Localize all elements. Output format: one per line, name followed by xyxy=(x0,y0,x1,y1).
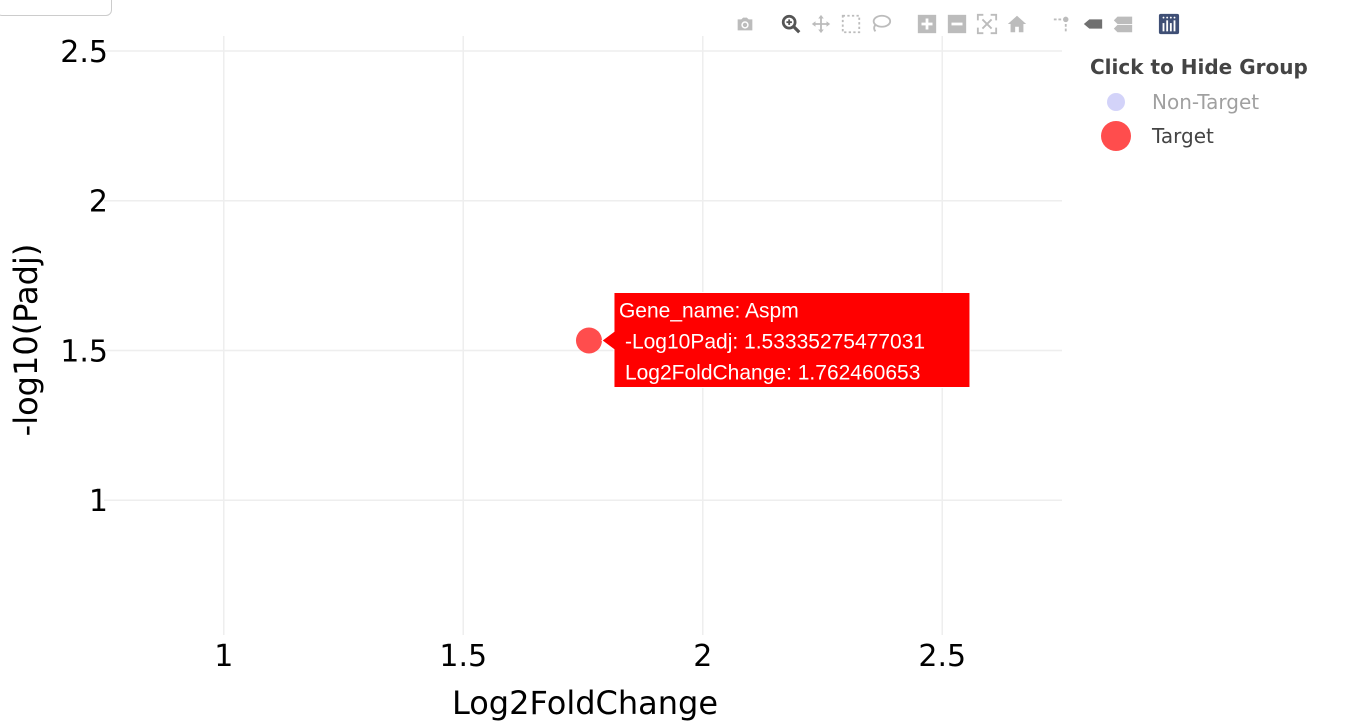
data-point[interactable] xyxy=(575,327,602,354)
x-tick-label: 2.5 xyxy=(918,639,966,674)
legend-title: Click to Hide Group xyxy=(1090,55,1308,79)
lasso-icon[interactable] xyxy=(866,9,896,39)
x-tick-label: 1 xyxy=(214,639,233,674)
box-select-icon[interactable] xyxy=(836,9,866,39)
hover-line: Log2FoldChange: 1.762460653 xyxy=(625,361,920,384)
zoom-out-icon[interactable] xyxy=(942,9,972,39)
reset-axes-icon[interactable] xyxy=(1002,9,1032,39)
x-tick-labels: 1 1.5 2 2.5 xyxy=(214,639,966,674)
x-axis-label: Log2FoldChange xyxy=(452,684,718,722)
legend-marker-target xyxy=(1096,120,1136,152)
y-tick-label: 1 xyxy=(89,484,108,519)
legend-label-non-target: Non-Target xyxy=(1152,90,1260,114)
y-tick-labels: 1 1.5 2 2.5 xyxy=(60,35,108,519)
pan-icon[interactable] xyxy=(806,9,836,39)
hover-closest-icon[interactable] xyxy=(1078,9,1108,39)
legend-item-target[interactable]: Target xyxy=(1090,119,1308,153)
x-tick-label: 2 xyxy=(693,639,712,674)
y-tick-label: 2.5 xyxy=(60,35,108,70)
plotly-logo-icon[interactable] xyxy=(1154,9,1184,39)
y-gridlines xyxy=(104,50,1062,501)
hover-tooltip: Gene_name: Aspm -Log10Padj: 1.53335275477… xyxy=(601,291,971,388)
legend: Click to Hide Group Non-Target Target xyxy=(1090,55,1308,153)
hover-line: Gene_name: Aspm xyxy=(619,299,799,322)
hover-box xyxy=(601,291,971,388)
legend-item-non-target[interactable]: Non-Target xyxy=(1090,85,1308,119)
hover-line: -Log10Padj: 1.53335275477031 xyxy=(625,330,925,353)
zoom-icon[interactable] xyxy=(776,9,806,39)
data-points[interactable] xyxy=(575,327,602,354)
y-tick-label: 1.5 xyxy=(60,334,108,369)
hover-compare-icon[interactable] xyxy=(1108,9,1138,39)
legend-label-target: Target xyxy=(1152,124,1214,148)
top-left-control xyxy=(0,0,112,16)
spike-lines-icon[interactable] xyxy=(1048,9,1078,39)
x-tick-label: 1.5 xyxy=(439,639,487,674)
y-axis-label: -log10(Padj) xyxy=(7,244,45,437)
legend-marker-non-target xyxy=(1096,92,1136,112)
y-tick-label: 2 xyxy=(89,185,108,220)
autoscale-icon[interactable] xyxy=(972,9,1002,39)
zoom-in-icon[interactable] xyxy=(912,9,942,39)
modebar xyxy=(730,8,1184,40)
camera-icon[interactable] xyxy=(730,9,760,39)
